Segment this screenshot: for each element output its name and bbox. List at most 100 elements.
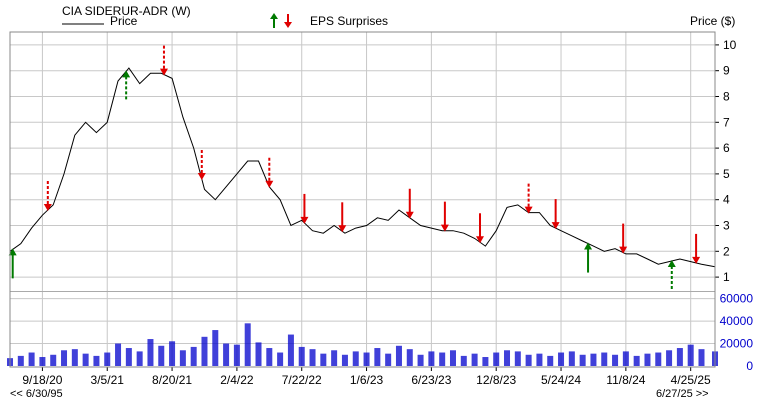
volume-bar: [504, 350, 511, 366]
price-tick-label: 1: [723, 270, 730, 284]
eps-up-arrow-icon: [122, 70, 131, 101]
eps-up-arrow-icon: [667, 259, 676, 290]
volume-bar: [395, 345, 402, 366]
eps-up-arrow-icon: [584, 242, 593, 273]
price-tick-label: 6: [723, 141, 730, 155]
volume-axis: 0 20000 40000 60000: [720, 292, 754, 373]
eps-down-arrow-icon: [265, 157, 274, 188]
volume-bar: [579, 354, 586, 366]
price-tick-label: 3: [723, 219, 730, 233]
grid-layer: [10, 32, 715, 366]
time-tick-label: 6/23/23: [411, 373, 451, 387]
volume-bar: [28, 352, 35, 366]
volume-bar: [298, 346, 305, 366]
volume-bar: [233, 344, 240, 366]
volume-bar: [601, 352, 608, 366]
volume-bar: [439, 352, 446, 366]
time-tick-label: 2/4/22: [220, 373, 254, 387]
volume-bar: [158, 345, 165, 366]
volume-bar: [374, 348, 381, 366]
x-axis: 9/18/20 3/5/21 8/20/21 2/4/22 7/22/22 1/6/23 6…: [22, 367, 711, 387]
eps-down-arrow-icon: [43, 181, 52, 212]
volume-tick-label: 60000: [720, 292, 754, 306]
volume-bar: [179, 350, 186, 366]
volume-bar: [223, 343, 230, 366]
volume-bar: [190, 346, 197, 366]
volume-bar: [331, 350, 338, 366]
time-tick-label: 5/24/24: [541, 373, 581, 387]
eps-legend-label: EPS Surprises: [310, 14, 388, 28]
volume-bar: [363, 352, 370, 366]
price-tick-label: 9: [723, 64, 730, 78]
volume-bar: [255, 342, 262, 366]
volume-bar: [341, 354, 348, 366]
volume-bar: [612, 354, 619, 366]
volume-bar: [633, 355, 640, 366]
volume-bar: [666, 350, 673, 366]
volume-bar: [125, 348, 132, 366]
volume-bar: [460, 355, 467, 366]
volume-layer: [7, 323, 718, 366]
volume-bar: [568, 351, 575, 366]
eps-down-arrow-icon: [405, 188, 414, 219]
time-tick-label: 7/22/22: [282, 373, 322, 387]
time-tick-label: 4/25/25: [671, 373, 711, 387]
volume-bar: [493, 352, 500, 366]
eps-down-arrow-icon: [197, 150, 206, 181]
eps-legend-icon: [270, 13, 292, 28]
price-series-line: [9, 67, 716, 268]
eps-down-arrow-icon: [159, 45, 168, 76]
eps-down-arrow-icon: [692, 233, 701, 264]
volume-bar: [482, 357, 489, 366]
eps-down-arrow-icon: [476, 213, 484, 244]
volume-bar: [417, 354, 424, 366]
time-tick-label: 3/5/21: [91, 373, 125, 387]
range-end-label: 6/27/25 >>: [656, 388, 709, 400]
volume-bar: [147, 339, 154, 366]
eps-down-arrow-icon: [524, 183, 533, 214]
volume-tick-label: 20000: [720, 337, 754, 351]
volume-bar: [82, 353, 89, 366]
volume-bar: [61, 350, 68, 366]
volume-bar: [320, 353, 327, 366]
volume-bar: [622, 351, 629, 366]
volume-bar: [676, 348, 683, 366]
volume-tick-label: 40000: [720, 314, 754, 328]
volume-bar: [169, 341, 176, 366]
volume-bar: [71, 349, 78, 366]
price-legend-label: Price: [110, 14, 138, 28]
volume-bar: [525, 354, 532, 366]
eps-layer: [8, 45, 701, 290]
volume-bar: [471, 353, 478, 366]
volume-bar: [449, 350, 456, 366]
volume-bar: [17, 355, 24, 366]
volume-bar: [514, 351, 521, 366]
volume-bar: [558, 352, 565, 366]
volume-bar: [104, 352, 111, 366]
volume-bar: [115, 343, 122, 366]
eps-up-arrow-icon: [8, 248, 17, 279]
volume-bar: [352, 351, 359, 366]
volume-bar: [385, 353, 392, 366]
volume-bar: [50, 354, 57, 366]
eps-down-arrow-icon: [300, 193, 309, 224]
chart-title: CIA SIDERUR-ADR (W): [62, 4, 191, 18]
volume-bar: [698, 349, 705, 366]
volume-bar: [536, 353, 543, 366]
price-tick-label: 4: [723, 193, 730, 207]
y-axis: 1 2 3 4 5 6 7 8 9 10: [715, 38, 737, 284]
time-tick-label: 11/8/24: [606, 373, 645, 387]
eps-down-arrow-icon: [440, 201, 449, 232]
range-start-label: << 6/30/95: [10, 388, 63, 400]
plot-frame: [9, 31, 716, 368]
price-tick-label: 8: [723, 90, 730, 104]
volume-bar: [244, 323, 251, 366]
volume-bar: [406, 349, 413, 366]
volume-bar: [136, 351, 143, 366]
volume-bar: [287, 334, 294, 366]
volume-bar: [655, 352, 662, 366]
time-tick-label: 1/6/23: [350, 373, 384, 387]
volume-bar: [687, 344, 694, 366]
volume-bar: [428, 351, 435, 366]
